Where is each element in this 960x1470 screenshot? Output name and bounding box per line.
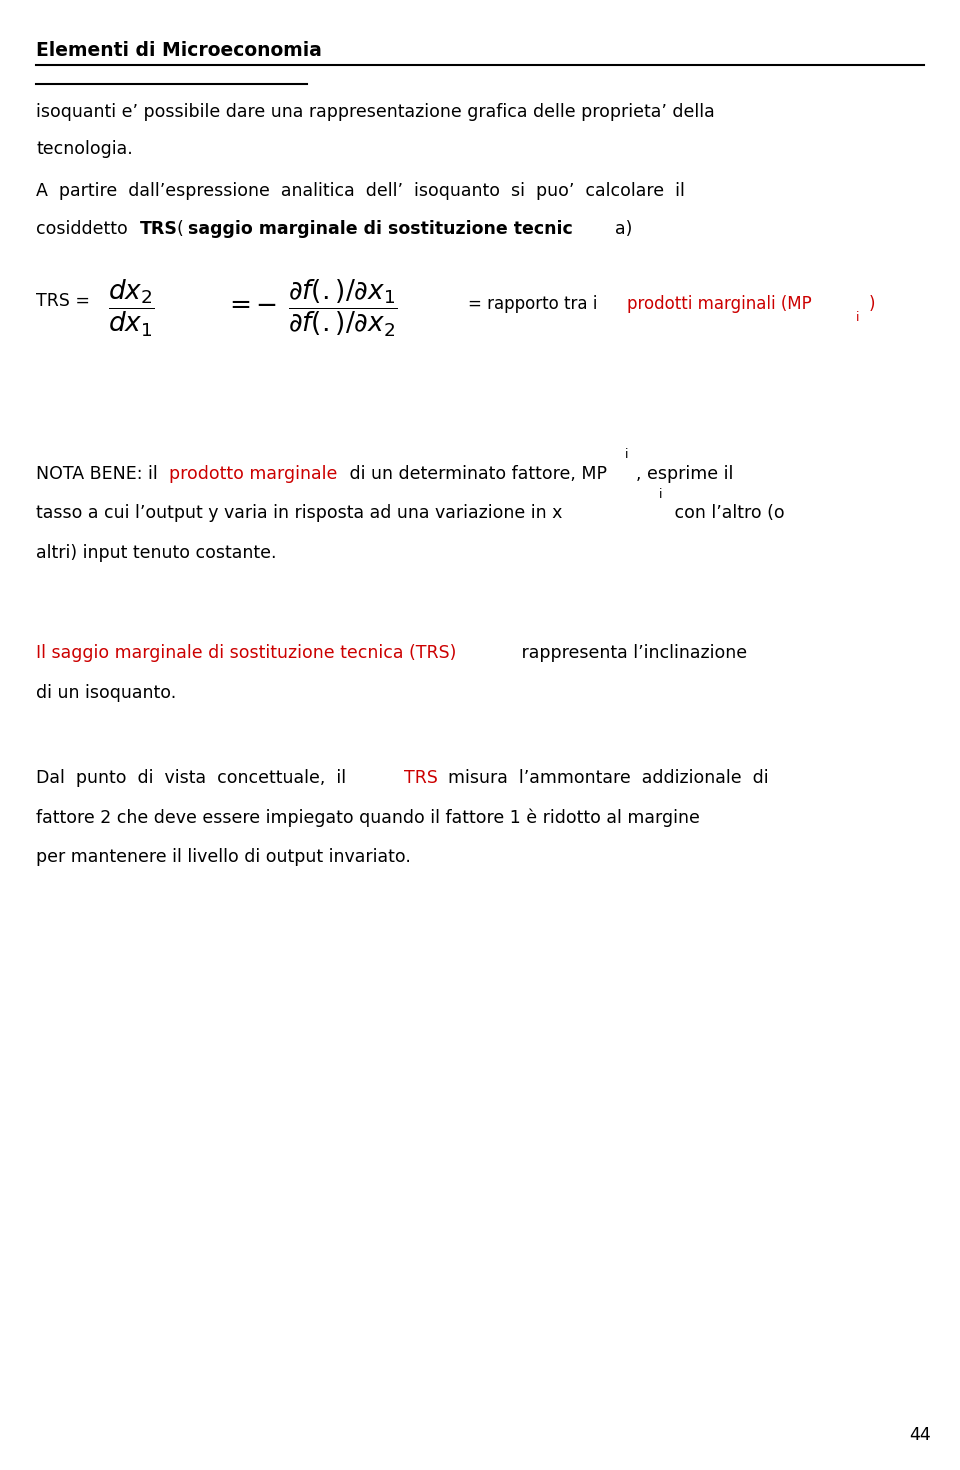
Text: ): ) — [869, 295, 876, 313]
Text: per mantenere il livello di output invariato.: per mantenere il livello di output invar… — [36, 848, 411, 866]
Text: $\dfrac{\partial f(.)/\partial x_1}{\partial f(.)/\partial x_2}$: $\dfrac{\partial f(.)/\partial x_1}{\par… — [288, 278, 397, 340]
Text: cosiddetto: cosiddetto — [36, 220, 133, 238]
Text: tasso a cui l’output y varia in risposta ad una variazione in x: tasso a cui l’output y varia in risposta… — [36, 504, 563, 522]
Text: TRS =: TRS = — [36, 293, 96, 310]
Text: a): a) — [615, 220, 633, 238]
Text: saggio marginale di sostituzione tecnic: saggio marginale di sostituzione tecnic — [188, 220, 573, 238]
Text: A  partire  dall’espressione  analitica  dell’  isoquanto  si  puo’  calcolare  : A partire dall’espressione analitica del… — [36, 182, 685, 200]
Text: prodotti marginali (MP: prodotti marginali (MP — [627, 295, 811, 313]
Text: , esprime il: , esprime il — [636, 465, 732, 482]
Text: di un isoquanto.: di un isoquanto. — [36, 684, 177, 701]
Text: = rapporto tra i: = rapporto tra i — [468, 295, 603, 313]
Text: con l’altro (o: con l’altro (o — [669, 504, 784, 522]
Text: tecnologia.: tecnologia. — [36, 140, 133, 157]
Text: prodotto marginale: prodotto marginale — [169, 465, 337, 482]
Text: 44: 44 — [909, 1426, 931, 1444]
Text: i: i — [625, 448, 629, 462]
Text: altri) input tenuto costante.: altri) input tenuto costante. — [36, 544, 277, 562]
Text: Il saggio marginale di sostituzione tecnica (TRS): Il saggio marginale di sostituzione tecn… — [36, 644, 457, 662]
Text: di un determinato fattore, MP: di un determinato fattore, MP — [344, 465, 607, 482]
Text: Elementi di Microeconomia: Elementi di Microeconomia — [36, 41, 323, 60]
Text: $=$: $=$ — [224, 291, 250, 318]
Text: i: i — [659, 488, 662, 501]
Text: Dal  punto  di  vista  concettuale,  il: Dal punto di vista concettuale, il — [36, 769, 352, 786]
Text: i: i — [856, 312, 860, 323]
Text: NOTA BENE: il: NOTA BENE: il — [36, 465, 164, 482]
Text: $\dfrac{dx_2}{dx_1}$: $\dfrac{dx_2}{dx_1}$ — [108, 278, 156, 340]
Text: (: ( — [177, 220, 183, 238]
Text: misura  l’ammontare  addizionale  di: misura l’ammontare addizionale di — [437, 769, 768, 786]
Text: TRS: TRS — [404, 769, 438, 786]
Text: $-$: $-$ — [255, 291, 276, 318]
Text: fattore 2 che deve essere impiegato quando il fattore 1 è ridotto al margine: fattore 2 che deve essere impiegato quan… — [36, 809, 701, 828]
Text: rappresenta l’inclinazione: rappresenta l’inclinazione — [516, 644, 748, 662]
Text: TRS: TRS — [140, 220, 178, 238]
Text: isoquanti e’ possibile dare una rappresentazione grafica delle proprieta’ della: isoquanti e’ possibile dare una rapprese… — [36, 103, 715, 121]
